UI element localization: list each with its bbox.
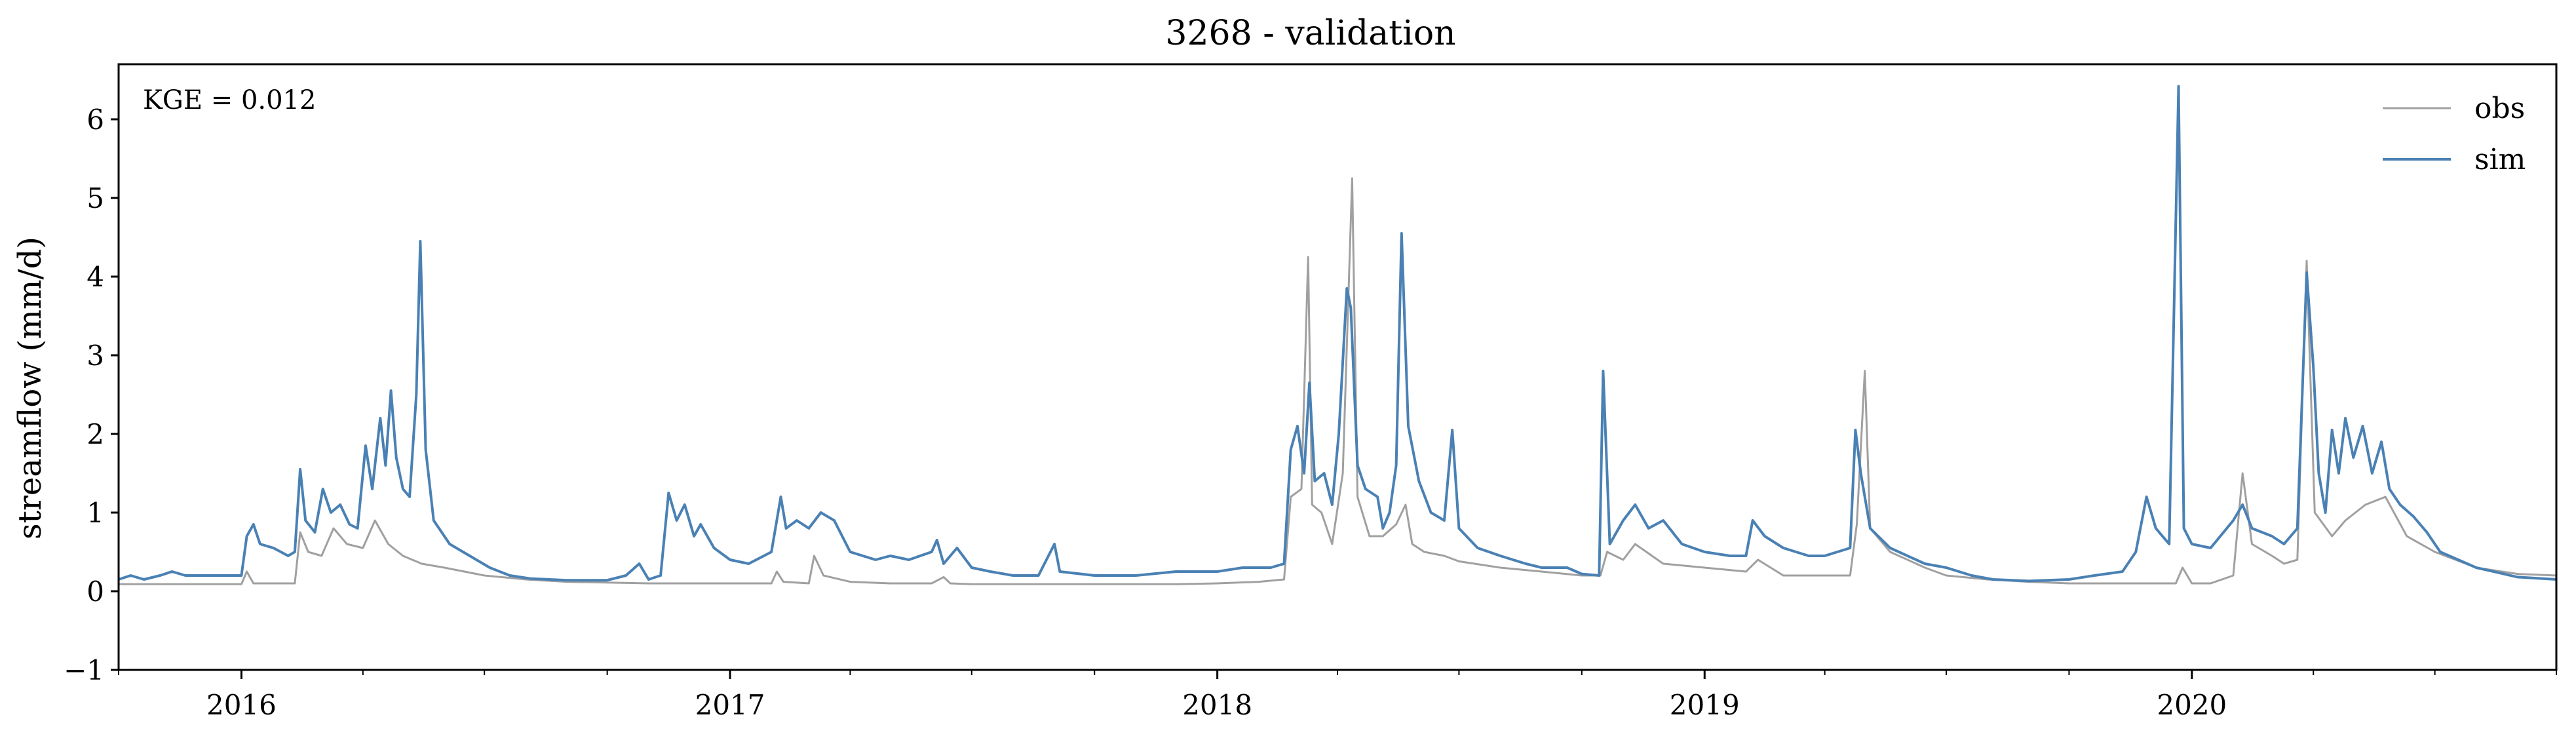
- x-tick-label: 2017: [695, 689, 765, 721]
- series-layer: [118, 85, 2557, 585]
- y-tick-label: −1: [64, 654, 104, 686]
- x-axis-ticks: 2016 2017 2018 2019 2020: [118, 670, 2557, 721]
- plot-area: [117, 63, 2558, 671]
- y-tick-label: 5: [87, 182, 104, 214]
- x-tick-label: 2016: [206, 689, 277, 721]
- x-tick-label: 2019: [1670, 689, 1740, 721]
- x-tick-label: 2020: [2157, 689, 2227, 721]
- legend: obs sim: [2383, 92, 2526, 176]
- y-tick-label: 6: [87, 104, 104, 136]
- y-axis-label: streamflow (mm/d): [12, 237, 48, 539]
- series-line-sim: [118, 85, 2557, 583]
- series-line-obs: [119, 177, 2557, 585]
- legend-label-sim: sim: [2474, 143, 2526, 176]
- y-tick-label: 3: [87, 340, 104, 372]
- y-tick-label: 0: [87, 576, 104, 608]
- y-tick-label: 2: [87, 418, 104, 450]
- x-tick-label: 2018: [1182, 689, 1252, 721]
- kge-annotation: KGE = 0.012: [143, 85, 317, 115]
- legend-label-obs: obs: [2474, 92, 2525, 125]
- y-tick-label: 1: [87, 497, 104, 529]
- plot-frame: [117, 63, 2558, 671]
- chart-title: 3268 - validation: [1165, 14, 1455, 53]
- y-tick-label: 4: [87, 261, 104, 293]
- y-axis-ticks: −1 0 1 2 3 4 5 6: [64, 104, 119, 686]
